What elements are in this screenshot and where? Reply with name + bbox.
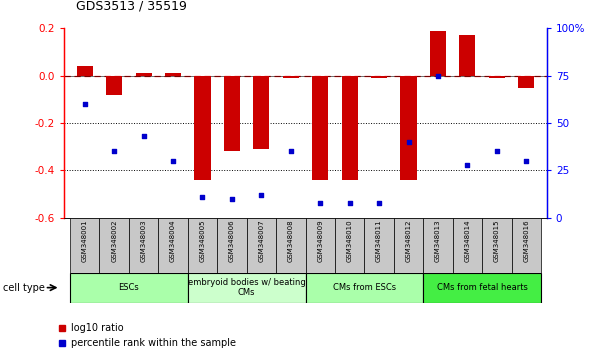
Point (315, 200, 325, 205)
FancyBboxPatch shape (70, 218, 100, 273)
Point (463, 162, 472, 167)
Text: CMs from fetal hearts: CMs from fetal hearts (437, 283, 527, 292)
Text: GSM348014: GSM348014 (464, 219, 470, 262)
Legend: log10 ratio, percentile rank within the sample: log10 ratio, percentile rank within the … (57, 324, 236, 348)
Text: GSM348003: GSM348003 (141, 219, 147, 262)
Bar (224, 76, 240, 152)
FancyBboxPatch shape (70, 273, 188, 303)
Point (492, 149, 502, 154)
Point (197, 194, 207, 200)
Point (374, 200, 384, 205)
Bar (342, 76, 358, 180)
Text: cell type: cell type (3, 282, 45, 293)
FancyBboxPatch shape (129, 218, 158, 273)
Point (286, 149, 296, 154)
FancyBboxPatch shape (188, 273, 306, 303)
FancyBboxPatch shape (511, 218, 541, 273)
Text: embryoid bodies w/ beating
CMs: embryoid bodies w/ beating CMs (188, 278, 306, 297)
Point (345, 200, 354, 205)
FancyBboxPatch shape (394, 218, 423, 273)
Point (80, 101, 90, 107)
Bar (283, 76, 299, 78)
Text: GSM348011: GSM348011 (376, 219, 382, 262)
Bar (371, 76, 387, 78)
FancyBboxPatch shape (335, 218, 364, 273)
Bar (194, 76, 211, 180)
Bar (165, 73, 181, 76)
Text: GSM348015: GSM348015 (494, 219, 500, 262)
FancyBboxPatch shape (217, 218, 247, 273)
Text: GSM348004: GSM348004 (170, 219, 176, 262)
FancyBboxPatch shape (423, 218, 453, 273)
Bar (459, 35, 475, 76)
Point (168, 158, 178, 164)
Bar (489, 76, 505, 78)
Point (257, 192, 266, 198)
FancyBboxPatch shape (423, 273, 541, 303)
Text: GSM348008: GSM348008 (288, 219, 294, 262)
FancyBboxPatch shape (364, 218, 394, 273)
Text: CMs from ESCs: CMs from ESCs (333, 283, 396, 292)
Text: GSM348013: GSM348013 (435, 219, 441, 262)
Text: GSM348006: GSM348006 (229, 219, 235, 262)
Bar (312, 76, 328, 180)
Text: GSM348012: GSM348012 (406, 219, 412, 262)
Text: GSM348010: GSM348010 (346, 219, 353, 262)
FancyBboxPatch shape (158, 218, 188, 273)
Bar (430, 31, 446, 76)
FancyBboxPatch shape (188, 218, 217, 273)
Text: GSM348009: GSM348009 (317, 219, 323, 262)
Text: GSM348007: GSM348007 (258, 219, 265, 262)
FancyBboxPatch shape (453, 218, 482, 273)
FancyBboxPatch shape (100, 218, 129, 273)
Point (139, 133, 148, 139)
Point (404, 139, 414, 145)
Text: ESCs: ESCs (119, 283, 139, 292)
Point (227, 196, 237, 202)
Point (109, 149, 119, 154)
Text: GSM348002: GSM348002 (111, 219, 117, 262)
Text: GDS3513 / 35519: GDS3513 / 35519 (76, 0, 187, 12)
FancyBboxPatch shape (247, 218, 276, 273)
Bar (253, 76, 269, 149)
Text: GSM348001: GSM348001 (82, 219, 88, 262)
FancyBboxPatch shape (306, 218, 335, 273)
Point (433, 73, 443, 79)
Text: GSM348005: GSM348005 (199, 219, 205, 262)
Bar (106, 76, 122, 95)
Text: GSM348016: GSM348016 (523, 219, 529, 262)
Bar (76, 66, 93, 76)
Point (521, 158, 531, 164)
Bar (136, 73, 152, 76)
FancyBboxPatch shape (276, 218, 306, 273)
Bar (400, 76, 417, 180)
FancyBboxPatch shape (482, 218, 511, 273)
Bar (518, 76, 535, 87)
FancyBboxPatch shape (306, 273, 423, 303)
